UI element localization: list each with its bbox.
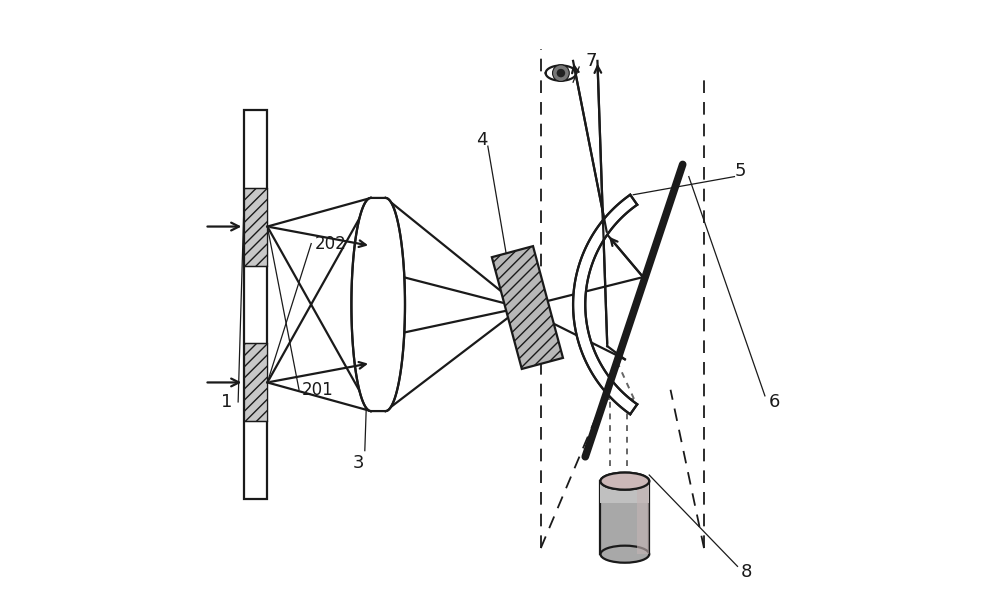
Polygon shape <box>492 246 563 369</box>
Text: 6: 6 <box>768 393 780 411</box>
Bar <box>244 110 267 499</box>
Text: 4: 4 <box>476 131 487 149</box>
Bar <box>600 481 649 554</box>
Bar <box>600 481 649 503</box>
Text: 202: 202 <box>314 234 346 253</box>
Polygon shape <box>573 195 637 414</box>
Polygon shape <box>351 198 405 411</box>
Text: 7: 7 <box>586 52 597 70</box>
Bar <box>637 481 649 554</box>
Text: 8: 8 <box>741 563 752 582</box>
Ellipse shape <box>600 473 649 490</box>
Ellipse shape <box>600 473 649 490</box>
Text: 5: 5 <box>735 161 746 180</box>
Text: 3: 3 <box>353 454 364 472</box>
Bar <box>244 188 267 266</box>
Circle shape <box>557 69 565 77</box>
Text: 1: 1 <box>221 393 233 411</box>
Circle shape <box>553 65 569 82</box>
Text: 201: 201 <box>302 381 334 399</box>
Bar <box>244 343 267 421</box>
Ellipse shape <box>600 546 649 563</box>
